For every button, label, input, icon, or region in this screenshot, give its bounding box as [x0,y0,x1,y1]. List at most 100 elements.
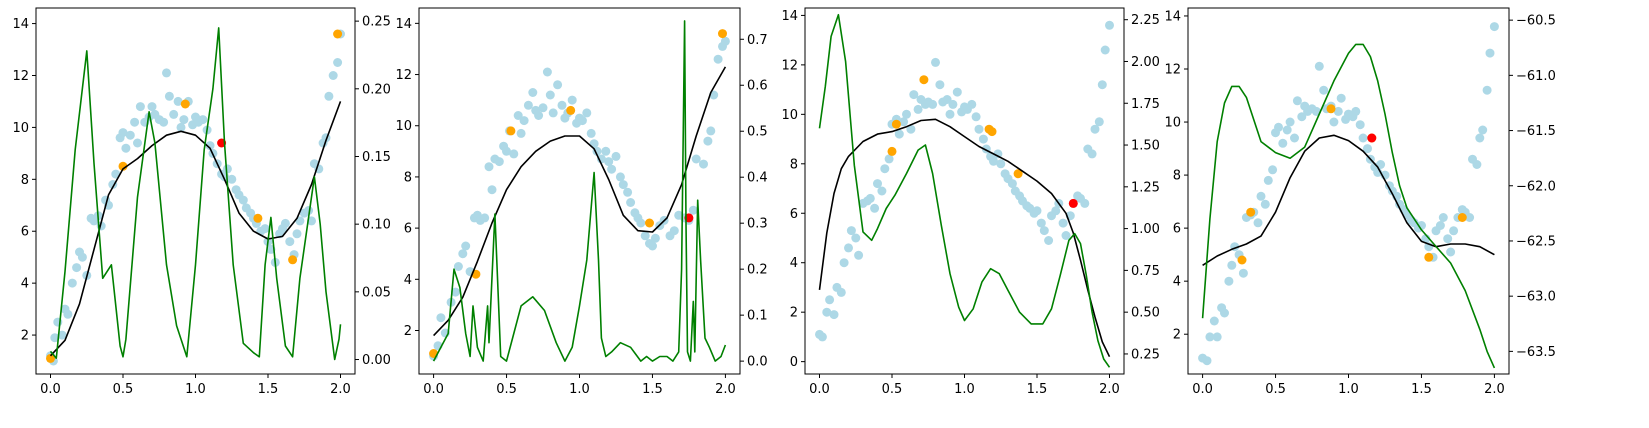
data-point [480,213,490,223]
data-point [703,136,713,146]
x-tick-label: 1.0 [569,382,590,397]
data-point [292,229,302,239]
y-tick-label: 2 [790,306,798,321]
y-tick-label: 12 [781,58,798,73]
data-point [1449,226,1459,236]
fit-curve-line [818,118,1111,358]
data-point [650,233,660,243]
y2-tick-label: 0.05 [362,285,391,300]
y-tick-label: 6 [404,222,412,237]
y2-tick-label: 0.3 [747,217,768,232]
x-tick-label: 1.0 [1338,382,1359,397]
data-point [67,278,77,288]
plot-area [815,13,1114,368]
data-point [1209,316,1219,326]
data-point [582,108,592,118]
data-point [509,149,519,159]
data-point [169,109,179,119]
x-tick-label: 0.0 [1192,382,1213,397]
data-point [260,224,270,234]
y2-tick-label: 0.4 [747,171,768,186]
y-tick-label: 4 [404,273,412,288]
data-point [538,103,548,113]
y-tick-label: 6 [1173,222,1181,237]
highlight-point-orange [333,29,343,39]
data-point [133,138,142,148]
data-point [1058,218,1068,228]
data-point [548,108,558,118]
data-point [945,109,955,119]
data-point [1224,276,1234,286]
data-point [1080,198,1090,208]
data-point [1097,80,1107,90]
y2-tick-label: 0.25 [362,15,391,30]
data-point [1282,125,1292,135]
data-point [913,104,923,114]
y-tick-label: 14 [395,17,412,32]
y-tick-label: 10 [1164,116,1181,131]
panel-4: 0.0 0.5 1.0 1.5 2.0 2 4 6 8 10 12 14 −63.5 −63.0 −62.5… [1164,7,1556,397]
data-point [586,128,596,138]
data-point [822,307,832,317]
highlight-point-orange [1237,255,1247,265]
data-point [1465,213,1475,222]
data-point [227,174,237,184]
data-point [906,124,916,134]
data-point [948,99,958,109]
data-point [77,252,87,262]
y2-tick-label: 0.0 [747,355,768,370]
y-tick-label: 8 [1173,169,1181,184]
x-tick-label: 1.5 [642,382,663,397]
data-point [1212,332,1222,342]
data-point [1100,45,1110,55]
data-point [557,100,567,110]
highlight-point-red [1068,198,1078,208]
data-point [513,111,523,120]
y2-tick-label: 1.50 [1131,139,1160,154]
y2-tick-label: 0.75 [1131,264,1160,279]
data-point [978,134,988,144]
x-tick-label: 1.5 [1027,382,1048,397]
data-point [836,287,846,297]
data-point [1358,133,1368,143]
y2-tick-label: 0.5 [747,125,768,140]
data-point [1044,236,1054,245]
y-tick-label: 12 [12,69,29,84]
data-point [484,162,494,172]
data-point [1478,125,1488,135]
data-point [176,122,186,132]
secondary-series-line [432,20,727,362]
x-tick-label: 0.5 [113,382,134,397]
highlight-point-orange [118,161,128,171]
data-point [1355,120,1365,130]
data-point [130,117,140,127]
data-point [1435,221,1445,230]
highlight-point-orange [1326,104,1336,114]
y-tick-label: 4 [790,256,798,271]
data-point [601,146,611,156]
highlight-point-orange [506,126,516,136]
plot-area [429,20,730,362]
data-point [57,330,67,340]
highlight-point-orange [1457,213,1467,222]
x-tick-label: 0.5 [496,382,517,397]
data-point [523,100,533,110]
data-point [1268,165,1278,175]
y2-tick-label: 0.6 [747,79,768,94]
x-tick-label: 2.0 [715,382,736,397]
data-point [542,67,552,77]
y-tick-label: 0 [790,355,798,370]
plot-area [46,27,345,366]
data-point [567,95,577,105]
data-point [502,146,511,156]
highlight-point-orange [1246,207,1256,217]
data-point [1278,138,1288,148]
data-point [640,231,650,241]
data-point [173,96,183,106]
highlight-point-orange [645,218,654,228]
data-point [333,58,343,67]
axes-frame [35,7,356,375]
plot-area [1198,22,1499,369]
data-point [328,71,338,80]
